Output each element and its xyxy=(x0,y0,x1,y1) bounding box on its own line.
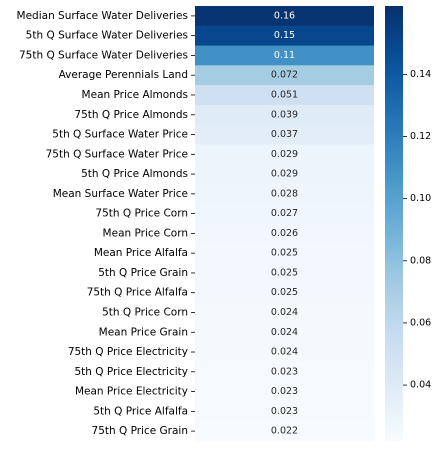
heatmap-cell xyxy=(195,302,374,323)
row-label: 75th Q Price Electricity xyxy=(68,346,188,358)
heatmap-cell xyxy=(195,144,374,165)
row-label: Mean Price Almonds xyxy=(82,89,188,101)
row-label: 75th Q Surface Water Price xyxy=(46,148,188,160)
cell-value-label: 0.023 xyxy=(271,406,298,417)
colorbar-ticks: 0.04 0.06 0.08 0.10 0.12 0.14 xyxy=(403,69,431,391)
heatmap-cell xyxy=(195,401,374,422)
row-label: 75th Q Price Corn xyxy=(95,208,188,220)
colorbar-tick-label: 0.10 xyxy=(410,193,431,204)
row-label: Mean Price Corn xyxy=(103,227,188,239)
cell-value-label: 0.024 xyxy=(271,347,298,358)
row-label: 5th Q Price Alfalfa xyxy=(93,405,188,417)
heatmap-cell xyxy=(195,65,374,86)
row-label: Average Perennials Land xyxy=(59,69,188,81)
cell-value-label: 0.025 xyxy=(271,248,298,259)
heatmap-cell xyxy=(195,421,374,442)
cell-value-label: 0.025 xyxy=(271,267,298,278)
colorbar-tick-label: 0.14 xyxy=(410,69,431,80)
colorbar-tick-label: 0.12 xyxy=(410,131,431,142)
row-label: Mean Price Grain xyxy=(99,326,188,338)
row-label: Mean Price Alfalfa xyxy=(94,247,188,259)
heatmap-cell xyxy=(195,164,374,185)
heatmap-cell xyxy=(195,342,374,363)
heatmap-cell xyxy=(195,223,374,244)
heatmap-cell xyxy=(195,361,374,383)
row-label: 5th Q Price Grain xyxy=(98,267,188,279)
row-label: 75th Q Price Almonds xyxy=(74,109,188,121)
row-label: 5th Q Price Electricity xyxy=(74,366,188,378)
row-label: 5th Q Price Corn xyxy=(102,306,188,318)
colorbar-tick-label: 0.08 xyxy=(410,255,431,266)
row-label: 5th Q Price Almonds xyxy=(81,168,188,180)
row-label: 5th Q Surface Water Deliveries xyxy=(26,30,188,42)
cell-value-label: 0.024 xyxy=(271,307,298,318)
heatmap-cell xyxy=(195,25,374,47)
cell-value-label: 0.029 xyxy=(271,169,298,180)
row-label: Median Surface Water Deliveries xyxy=(17,10,188,22)
row-label: 75th Q Price Alfalfa xyxy=(87,287,188,299)
heatmap-cell xyxy=(195,263,374,284)
row-label: 75th Q Price Grain xyxy=(92,425,188,437)
colorbar: 0.04 0.06 0.08 0.10 0.12 0.14 xyxy=(385,6,431,441)
cell-value-label: 0.029 xyxy=(271,149,298,160)
cell-value-label: 0.16 xyxy=(274,10,295,21)
row-label: 75th Q Surface Water Deliveries xyxy=(19,49,188,61)
cell-value-label: 0.023 xyxy=(271,366,298,377)
row-label: 5th Q Surface Water Price xyxy=(52,129,188,141)
heatmap-cell xyxy=(195,124,374,145)
heatmap-cells: 0.16 0.15 0.11 0.072 0.051 0.039 0.037 0.029 0.0… xyxy=(195,6,374,442)
heatmap-cell xyxy=(195,243,374,264)
colorbar-tick-label: 0.04 xyxy=(410,380,431,391)
cell-value-label: 0.072 xyxy=(271,70,298,81)
cell-value-label: 0.11 xyxy=(274,50,295,61)
cell-value-label: 0.027 xyxy=(271,208,298,219)
heatmap-cell xyxy=(195,183,374,205)
row-label: Mean Price Electricity xyxy=(75,386,188,398)
colorbar-tick-label: 0.06 xyxy=(410,317,431,328)
heatmap-cell xyxy=(195,85,374,106)
heatmap-cell xyxy=(195,45,374,66)
heatmap-cell xyxy=(195,6,374,27)
colorbar-gradient xyxy=(385,6,403,441)
heatmap-cell xyxy=(195,282,374,304)
heatmap-cell xyxy=(195,104,374,126)
row-label: Mean Surface Water Price xyxy=(53,188,188,200)
cell-value-label: 0.028 xyxy=(271,188,298,199)
heatmap-cell xyxy=(195,322,374,343)
cell-value-label: 0.037 xyxy=(271,129,298,140)
cell-value-label: 0.039 xyxy=(271,109,298,120)
row-labels: Median Surface Water Deliveries 5th Q Sur… xyxy=(17,10,195,437)
cell-value-label: 0.025 xyxy=(271,287,298,298)
cell-value-label: 0.15 xyxy=(274,30,295,41)
cell-value-label: 0.026 xyxy=(271,228,298,239)
cell-value-label: 0.024 xyxy=(271,327,298,338)
cell-value-label: 0.023 xyxy=(271,386,298,397)
heatmap-cell xyxy=(195,381,374,402)
heatmap-cell xyxy=(195,203,374,224)
cell-value-label: 0.022 xyxy=(271,426,298,437)
cell-value-label: 0.051 xyxy=(271,89,298,100)
